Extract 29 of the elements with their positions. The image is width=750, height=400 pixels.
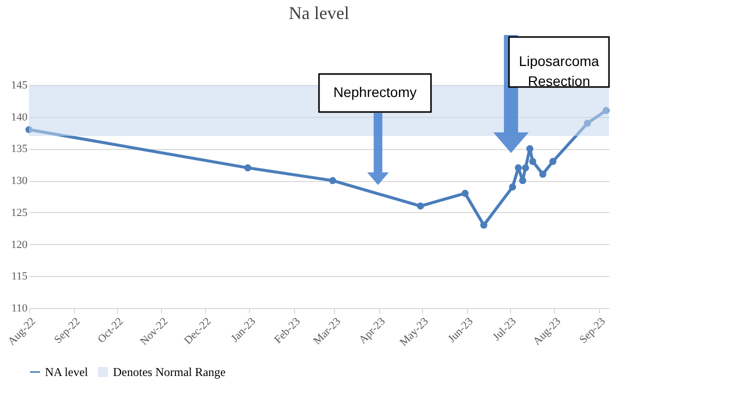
y-tick-label: 120 [11, 238, 28, 251]
point [549, 158, 556, 165]
legend-label: Denotes Normal Range [113, 365, 226, 379]
y-tick-label: 110 [11, 302, 28, 314]
y-tick-label: 130 [11, 175, 28, 188]
y-tick-label: 135 [11, 143, 28, 156]
y-tick-label: 115 [11, 270, 28, 283]
point [529, 158, 536, 165]
point [462, 190, 469, 197]
point [509, 183, 516, 190]
point [522, 164, 530, 172]
annotation: Nephrectomy [333, 84, 417, 100]
point [244, 164, 252, 172]
y-tick-label: 145 [11, 80, 28, 92]
y-tick-label: 140 [11, 111, 28, 124]
point [416, 202, 424, 210]
point [329, 177, 336, 184]
chart-title: Na level [288, 3, 350, 23]
point [519, 177, 526, 184]
point [526, 145, 534, 152]
y-tick-label: 125 [11, 206, 28, 219]
annotation: Liposarcoma Resection [518, 53, 600, 89]
point [25, 126, 33, 134]
point [539, 170, 546, 178]
point [514, 164, 522, 172]
legend-label: NA level [45, 365, 89, 379]
point [584, 120, 591, 127]
point [480, 222, 488, 229]
point [602, 106, 610, 114]
